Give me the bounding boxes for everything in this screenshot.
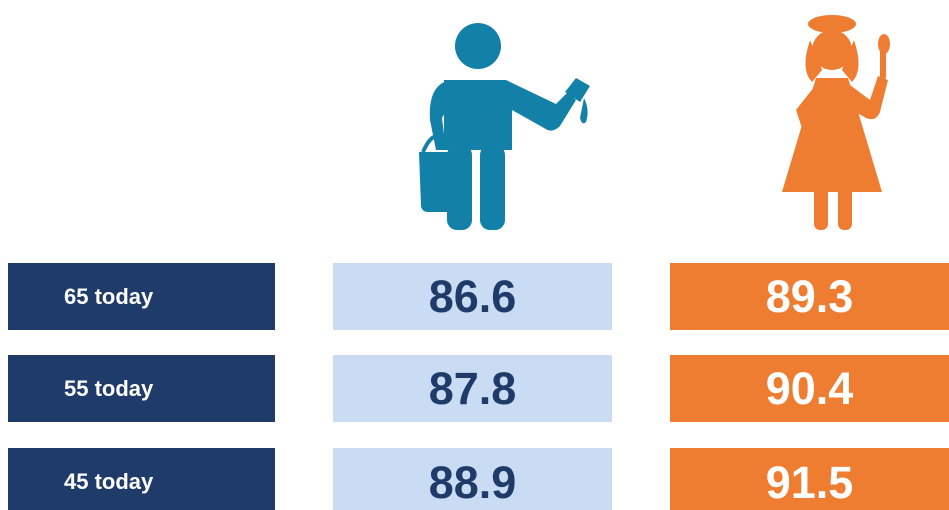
row-label: 45 today xyxy=(8,448,275,510)
female-value: 91.5 xyxy=(670,448,949,510)
male-value: 87.8 xyxy=(333,355,612,422)
male-value: 88.9 xyxy=(333,448,612,510)
man-painter-icon xyxy=(419,23,590,230)
female-value: 89.3 xyxy=(670,263,949,330)
female-value: 90.4 xyxy=(670,355,949,422)
icons xyxy=(419,15,890,230)
row-label: 55 today xyxy=(8,355,275,422)
woman-painter-icon xyxy=(782,15,890,230)
male-value: 86.6 xyxy=(333,263,612,330)
row-label: 65 today xyxy=(8,263,275,330)
